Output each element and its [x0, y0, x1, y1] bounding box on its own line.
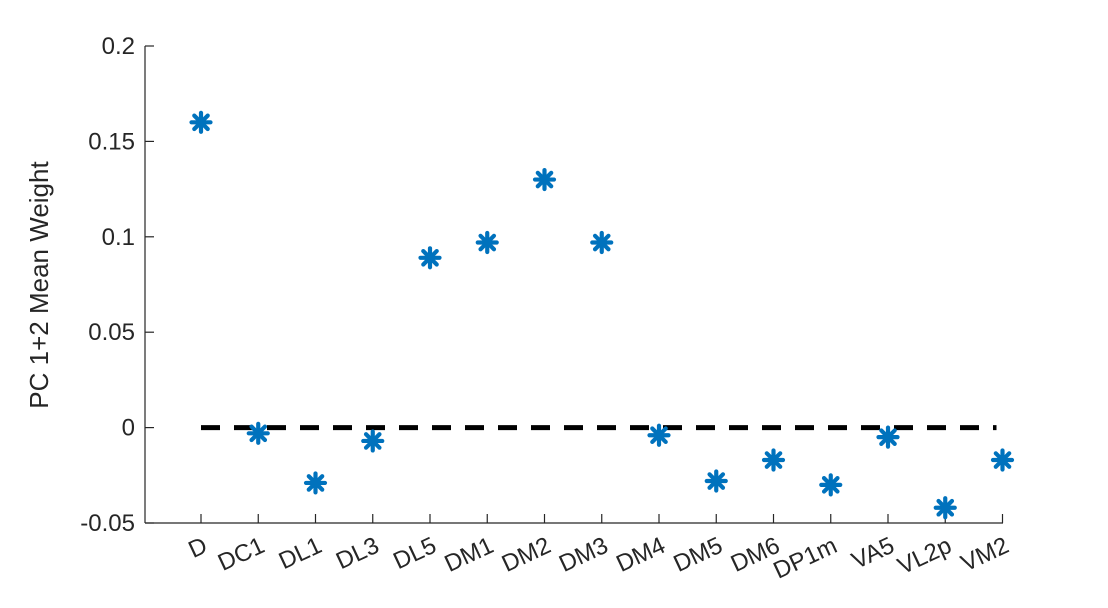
x-tick-label: VA5	[848, 532, 899, 575]
asterisk-stroke	[249, 424, 268, 443]
y-tick-label: 0.2	[102, 33, 135, 60]
data-points	[189, 110, 1015, 520]
data-point	[532, 167, 557, 192]
asterisk-stroke	[363, 432, 382, 450]
x-tick-label: DM3	[555, 532, 612, 578]
x-tick-label: D	[184, 532, 211, 564]
data-point	[704, 469, 728, 493]
axes	[144, 45, 1004, 524]
asterisk-stroke	[879, 428, 897, 446]
asterisk-stroke	[592, 233, 611, 252]
y-tick-labels: -0.05 0 0.05 0.1 0.15 0.2	[80, 33, 135, 537]
data-point	[761, 448, 786, 472]
data-point	[475, 230, 499, 255]
data-point	[303, 471, 328, 495]
asterisk-stroke	[650, 426, 668, 445]
y-tick-label: 0.1	[102, 224, 135, 251]
asterisk-stroke	[421, 248, 439, 267]
data-point	[590, 230, 614, 255]
data-point	[990, 448, 1015, 472]
data-point	[361, 429, 385, 453]
asterisk-stroke	[535, 170, 554, 189]
x-tick-label: DM5	[669, 532, 726, 578]
y-tick-label: 0	[122, 415, 135, 442]
x-tick-label: DM1	[440, 532, 497, 578]
x-tick-label: DL1	[275, 532, 326, 575]
x-tick-label: DM2	[498, 532, 555, 578]
asterisk-stroke	[993, 451, 1012, 469]
x-tick-label: DM4	[612, 532, 669, 578]
data-point	[246, 421, 270, 445]
data-point	[876, 425, 900, 449]
x-tick-label: DL5	[389, 532, 440, 575]
y-tick-label: 0.15	[88, 128, 135, 155]
asterisk-stroke	[707, 472, 726, 490]
asterisk-stroke	[936, 498, 955, 517]
y-axis-label: PC 1+2 Mean Weight	[24, 161, 54, 409]
x-tick-label: DC1	[214, 532, 269, 577]
x-tick-label: VM2	[957, 532, 1013, 577]
y-tick-label: 0.05	[88, 319, 135, 346]
data-point	[647, 423, 671, 447]
data-point	[189, 110, 213, 134]
x-tick-label: VL2p	[894, 532, 956, 580]
data-point	[933, 496, 957, 520]
y-tick-label: -0.05	[80, 510, 135, 537]
asterisk-stroke	[478, 233, 497, 252]
x-tick-label: DP1m	[769, 532, 841, 585]
data-point	[418, 246, 442, 270]
x-tick-label: DL3	[332, 532, 383, 575]
data-point	[819, 473, 843, 497]
asterisk-stroke	[306, 474, 325, 492]
asterisk-stroke	[821, 476, 840, 494]
asterisk-stroke	[192, 113, 210, 132]
asterisk-stroke	[764, 451, 783, 469]
